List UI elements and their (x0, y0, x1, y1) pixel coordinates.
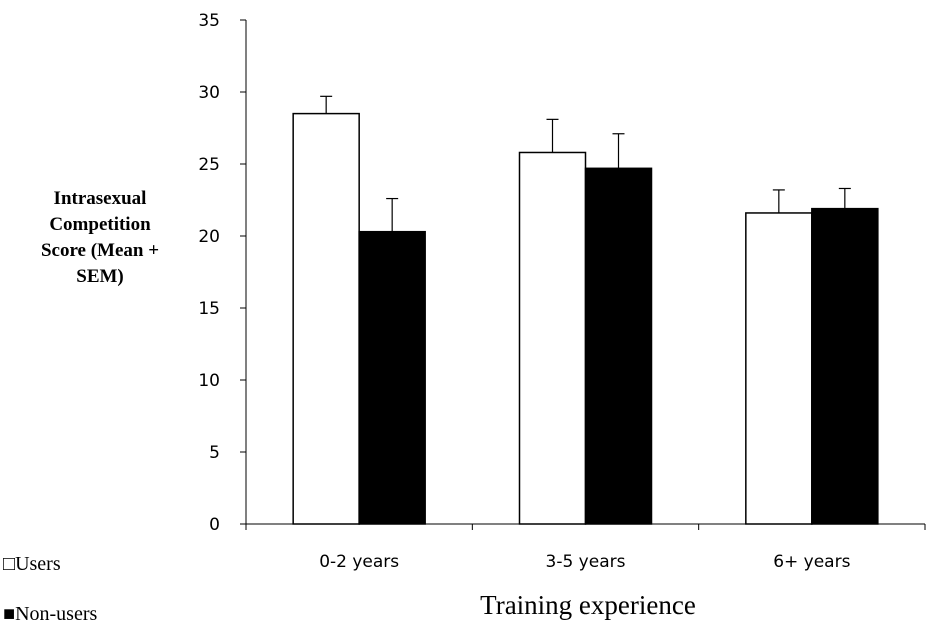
bar-non-users-0 (358, 230, 426, 525)
y-tick-label: 20 (198, 227, 220, 247)
x-axis-title: Training experience (480, 590, 696, 620)
bar-users-1 (518, 151, 587, 525)
y-axis-label-line: Intrasexual (54, 188, 147, 209)
y-tick-label: 10 (198, 371, 220, 391)
x-tick-label: 3-5 years (546, 552, 626, 572)
y-tick-label: 25 (198, 155, 220, 175)
x-tick-label: 6+ years (773, 552, 850, 572)
y-tick-label: 0 (209, 515, 220, 535)
legend: □Users ■Non-users (3, 553, 98, 625)
bar-non-users-2 (811, 207, 879, 525)
y-tick-label: 5 (209, 443, 220, 463)
y-axis: 0 5 10 15 20 25 30 35 (198, 11, 247, 535)
bar-users-2 (745, 212, 813, 525)
y-tick-label: 15 (198, 299, 220, 319)
legend-item-users: □Users (3, 553, 61, 575)
y-tick-label: 30 (198, 83, 220, 103)
y-axis-label-line: Competition (49, 214, 151, 235)
y-axis-label: Intrasexual Competition Score (Mean + SEM) (41, 188, 159, 287)
bar-non-users-1 (584, 167, 653, 525)
bar-users-0 (292, 112, 360, 525)
legend-item-non-users: ■Non-users (3, 603, 98, 625)
y-tick-label: 35 (198, 11, 220, 31)
y-axis-label-line: Score (Mean + (41, 240, 159, 261)
x-tick-label: 0-2 years (319, 552, 399, 572)
x-axis: 0-2 years 3-5 years 6+ years (245, 523, 926, 572)
bars (292, 95, 879, 525)
y-axis-label-line: SEM) (76, 266, 124, 287)
